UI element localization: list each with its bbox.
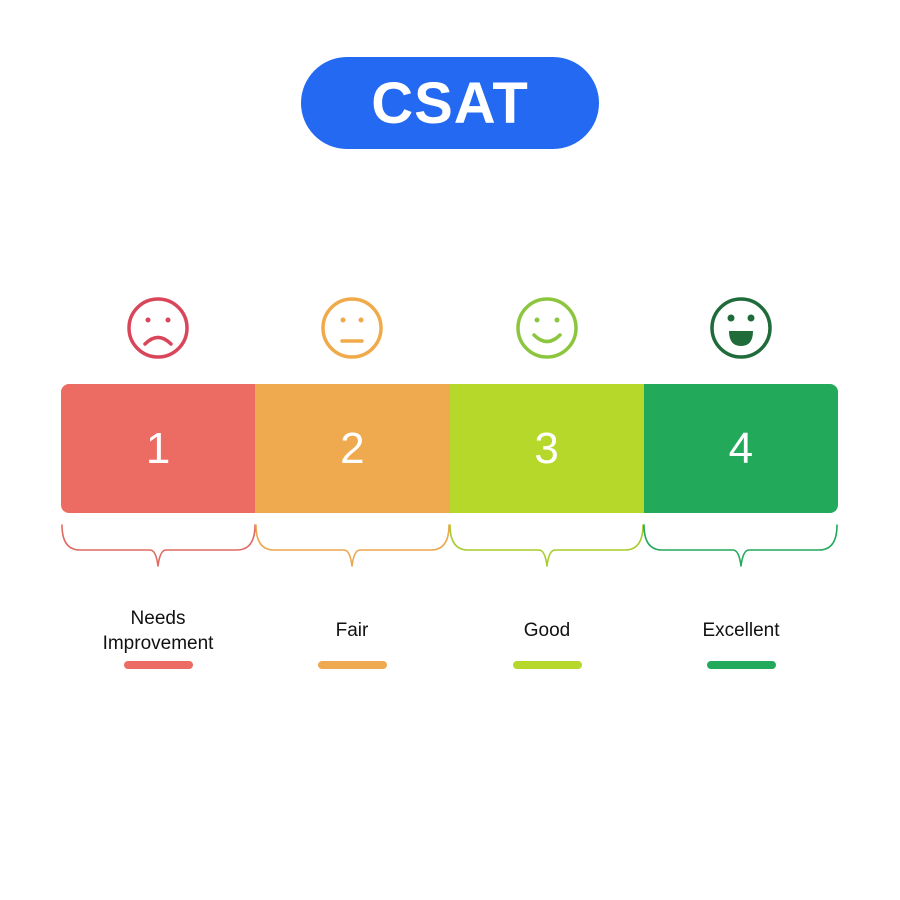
label-excellent: Excellent	[644, 618, 838, 643]
label-needs-improvement: Needs Improvement	[61, 606, 255, 656]
color-indicator-4	[707, 661, 776, 669]
rating-segment-2: 2	[255, 384, 450, 513]
rating-scale-bar: 1 2 3 4	[61, 384, 838, 513]
rating-segment-3: 3	[449, 384, 644, 513]
color-indicator-2	[318, 661, 387, 669]
brace-4	[643, 524, 838, 567]
label-text: Fair	[335, 620, 369, 641]
label-fair: Fair	[255, 618, 449, 643]
label-text: Needs Improvement	[102, 608, 214, 654]
label-good: Good	[450, 618, 644, 643]
smiling-face-icon	[516, 297, 578, 359]
brace-2	[255, 524, 450, 567]
grinning-face-icon	[710, 297, 772, 359]
rating-score: 3	[534, 423, 559, 473]
label-text: Excellent	[702, 620, 780, 641]
color-indicator-1	[124, 661, 193, 669]
label-text: Good	[523, 620, 571, 641]
rating-segment-4: 4	[643, 384, 838, 513]
frowning-face-icon	[127, 297, 189, 359]
brace-1	[61, 524, 256, 567]
neutral-face-icon	[321, 297, 383, 359]
title-text: CSAT	[371, 70, 529, 136]
title-badge: CSAT	[301, 57, 599, 149]
brace-3	[449, 524, 644, 567]
rating-score: 1	[145, 423, 171, 473]
rating-score: 4	[728, 423, 754, 473]
color-indicator-3	[513, 661, 582, 669]
rating-segment-1: 1	[61, 384, 256, 513]
rating-score: 2	[340, 423, 365, 473]
